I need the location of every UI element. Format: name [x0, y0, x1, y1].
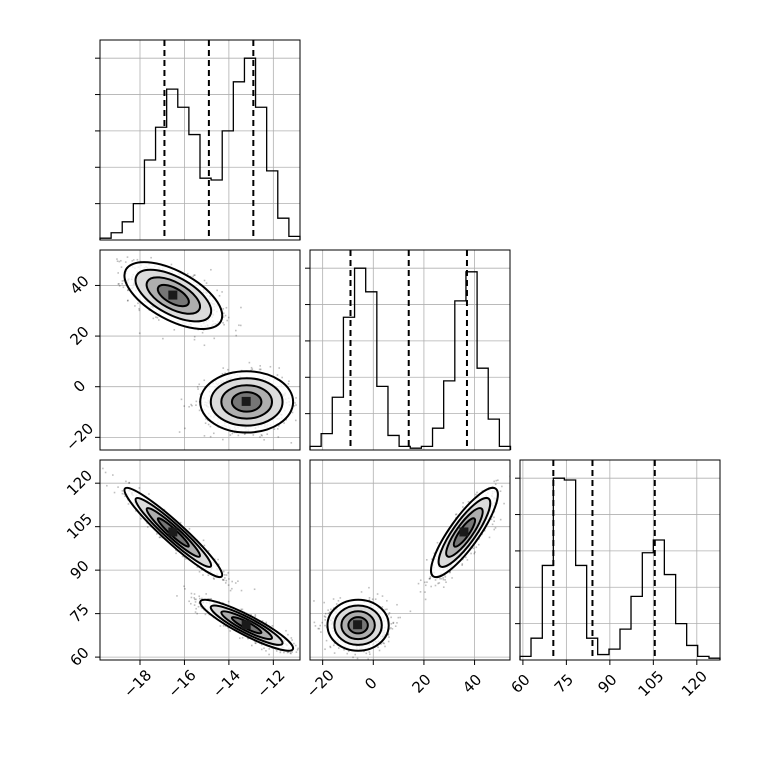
axes-frame-p0-p1: [99, 249, 301, 451]
x-tick-label-p2-2: 90: [594, 671, 620, 697]
axes-frame-p1-p1: [309, 249, 511, 451]
x-tick-label-p0-3: −12: [253, 666, 288, 701]
density-panel-p1-p2: [309, 459, 511, 661]
axes-frame-p1-p2: [309, 459, 511, 661]
density-panel-p0-p2: [99, 459, 301, 661]
axes-frame-p0-p0: [99, 39, 301, 241]
density-body-p0-p2: [102, 467, 299, 660]
y-tick-label-p1-1: 0: [70, 377, 89, 396]
density-peak-p0-p2-1: [241, 620, 251, 630]
density-peak-p1-p2-0: [459, 527, 469, 537]
y-tick-label-p2-4: 120: [63, 466, 96, 499]
y-tick-label-p2-1: 75: [67, 600, 93, 626]
histogram-p0: [99, 57, 301, 240]
y-tick-label-p1-0: −20: [62, 419, 97, 454]
density-peak-p0-p1-1: [241, 396, 251, 406]
y-tick-label-p1-2: 20: [67, 323, 93, 349]
hist-panel-p0: [95, 39, 301, 241]
hist-panel-p2: [515, 459, 721, 661]
hist-panel-p1: [305, 249, 512, 451]
density-peak-p0-p2-0: [168, 527, 178, 537]
x-tick-label-p0-1: −16: [165, 666, 200, 701]
x-tick-label-p2-3: 105: [634, 667, 667, 700]
density-body-p1-p2: [313, 475, 510, 660]
y-tick-label-p2-2: 90: [67, 557, 93, 583]
x-tick-label-p1-2: 20: [408, 671, 434, 697]
x-tick-label-p2-4: 120: [678, 667, 711, 700]
y-tick-label-p1-3: 40: [67, 272, 93, 298]
density-peak-p0-p1-0: [168, 290, 178, 300]
x-tick-label-p1-0: −20: [303, 666, 338, 701]
density-panel-p0-p1: [99, 249, 301, 451]
y-tick-label-p2-3: 105: [63, 510, 96, 543]
density-peak-p1-p2-1: [353, 620, 363, 630]
histogram-p2: [519, 477, 721, 660]
y-tick-label-p2-0: 60: [67, 644, 93, 670]
axes-frame-p0-p2: [99, 459, 301, 661]
axes-frame-p2-p2: [519, 459, 721, 661]
x-tick-label-p1-3: 40: [459, 671, 485, 697]
x-tick-label-p2-1: 75: [551, 671, 577, 697]
histogram-p1: [309, 267, 512, 450]
density-body-p0-p1: [116, 256, 300, 444]
x-tick-label-p2-0: 60: [507, 671, 533, 697]
x-tick-label-p0-2: −14: [209, 666, 244, 701]
x-tick-label-p1-1: 0: [361, 674, 380, 693]
x-tick-label-p0-0: −18: [120, 666, 155, 701]
